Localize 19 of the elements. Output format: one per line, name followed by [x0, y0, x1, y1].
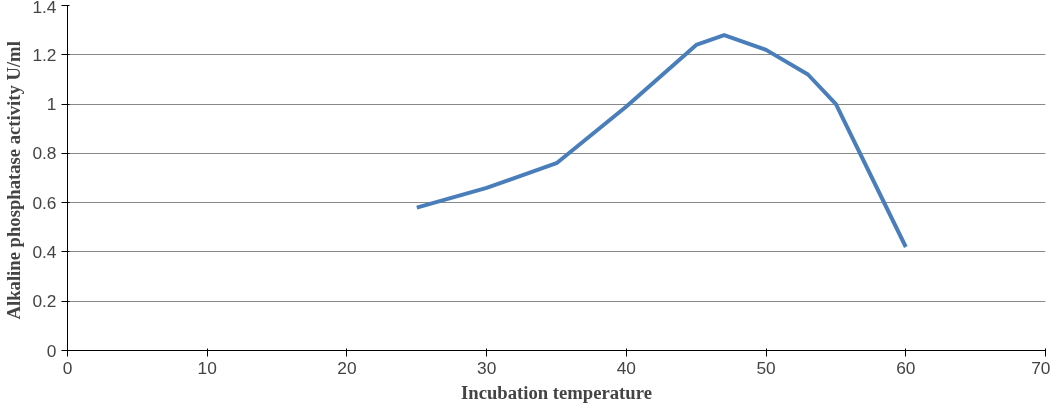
- x-tick-label: 30: [477, 357, 497, 378]
- y-tick-label: 0.8: [32, 143, 57, 164]
- y-tick-label: 0.2: [32, 291, 57, 312]
- x-axis-title: Incubation temperature: [461, 381, 652, 403]
- x-tick-label: 70: [1031, 357, 1051, 378]
- line-series: [414, 33, 908, 249]
- y-tick-label: 0: [46, 340, 57, 361]
- x-tick-label: 60: [896, 357, 916, 378]
- x-tick-label: 40: [616, 357, 636, 378]
- y-tick-label: 1: [46, 94, 57, 115]
- x-tick-label: 0: [62, 357, 73, 378]
- y-tick-label: 1.2: [32, 44, 57, 65]
- x-tick-label: 10: [197, 357, 217, 378]
- y-tick-label: 0.4: [32, 241, 57, 262]
- y-axis-title: Alkaline phosphatase activity U/ml: [3, 41, 25, 320]
- x-tick-label: 20: [337, 357, 357, 378]
- y-tick-label: 1.4: [32, 0, 57, 17]
- x-tick-label: 50: [756, 357, 776, 378]
- y-tick-label: 0.6: [32, 192, 57, 213]
